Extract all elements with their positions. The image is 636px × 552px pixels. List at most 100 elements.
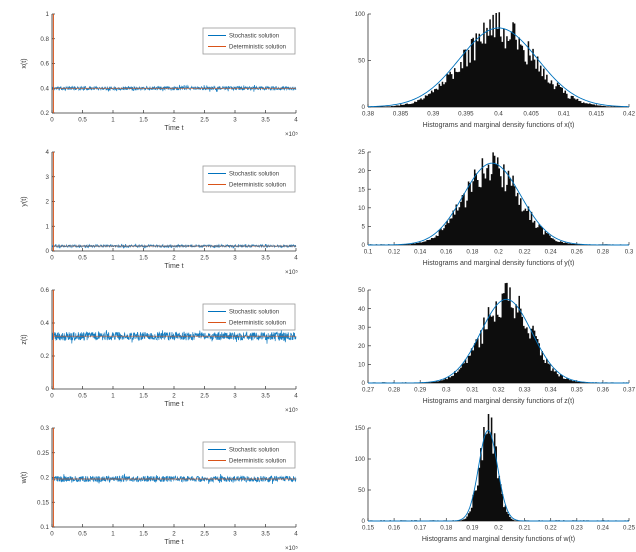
x-tick-label: 0.1 (364, 249, 373, 256)
x-axis-label: Histograms and marginal density function… (423, 122, 575, 129)
x-tick-label: 1.5 (139, 393, 148, 400)
x-histogram-plot: 0.38 0.385 0.39 0.395 0.4 0.405 0.41 0.415 0.42 0… (355, 11, 636, 129)
y-tick-label: 30 (358, 324, 365, 331)
y-tick-label: 0 (362, 104, 366, 111)
y-tick-label: 0 (362, 242, 366, 249)
x-tick-label: 2 (172, 531, 176, 538)
x-tick-label: 0.23 (571, 525, 584, 532)
y-tick-label: 2 (46, 199, 50, 206)
x-tick-label: 0.385 (393, 111, 409, 118)
x-tick-label: 0.42 (623, 111, 636, 118)
density-curve (368, 162, 629, 246)
x-tick-label: 3.5 (261, 531, 270, 538)
x-axis-exponent: ×10⁵ (285, 407, 298, 414)
x-tick-label: 3 (233, 255, 237, 262)
x-tick-label: 0.16 (440, 249, 453, 256)
x-axis-exponent: ×10⁵ (285, 131, 298, 138)
x-tick-label: 0.405 (523, 111, 539, 118)
x-tick-label: 0.5 (78, 255, 87, 262)
x-tick-label: 0.16 (388, 525, 401, 532)
y-axis-label: z(t) (21, 334, 28, 344)
x-tick-label: 0.3 (625, 249, 634, 256)
histogram-bars (368, 414, 629, 521)
x-tick-label: 1 (111, 393, 115, 400)
y-axis-label: w(t) (21, 472, 28, 485)
y-histogram-plot: 0.1 0.12 0.14 0.16 0.18 0.2 0.22 0.24 0.26 0.28 0.… (358, 149, 634, 267)
x-tick-label: 4 (294, 393, 298, 400)
y-tick-label: 50 (358, 287, 365, 294)
x-tick-label: 1 (111, 117, 115, 124)
x-tick-label: 0.26 (571, 249, 584, 256)
x-tick-label: 0.19 (466, 525, 479, 532)
panel-z-timeseries: 0 0.5 1 1.5 2 2.5 3 3.5 4 0 0.2 0.4 0.6 Time t ×10⁵ z(t… (0, 276, 318, 414)
x-tick-label: 0.14 (414, 249, 427, 256)
y-tick-label: 0.2 (40, 353, 49, 360)
x-timeseries-plot: 0 0.5 1 1.5 2 2.5 3 3.5 4 0.2 0.4 0.6 0.8 1 Time t ×10⁵… (21, 11, 298, 138)
x-tick-label: 0.3 (442, 387, 451, 394)
x-tick-label: 1 (111, 255, 115, 262)
panel-y-timeseries: 0 0.5 1 1.5 2 2.5 3 3.5 4 0 1 2 3 4 Time t ×10⁵ y(t) Stoc… (0, 138, 318, 276)
y-tick-label: 15 (358, 186, 365, 193)
x-tick-label: 0.5 (78, 117, 87, 124)
x-tick-label: 0.2 (494, 249, 503, 256)
panel-x-histogram: 0.38 0.385 0.39 0.395 0.4 0.405 0.41 0.415 0.42 0… (318, 0, 636, 138)
x-axis-exponent: ×10⁵ (285, 545, 298, 552)
y-tick-label: 0.2 (40, 475, 49, 482)
x-tick-label: 0.18 (440, 525, 453, 532)
x-tick-label: 0.15 (362, 525, 375, 532)
x-tick-label: 0.395 (458, 111, 474, 118)
y-tick-label: 0 (362, 518, 366, 525)
panel-w-histogram: 0.15 0.16 0.17 0.18 0.19 0.2 0.21 0.22 0.23 0.24 0… (318, 414, 636, 552)
y-tick-label: 0 (362, 380, 366, 387)
x-axis-label: Time t (164, 401, 183, 408)
y-tick-label: 10 (358, 362, 365, 369)
axes: 0.38 0.385 0.39 0.395 0.4 0.405 0.41 0.415 0.42 0… (355, 11, 636, 117)
y-tick-label: 0 (46, 386, 50, 393)
x-tick-label: 0.22 (519, 249, 532, 256)
x-tick-label: 0.29 (414, 387, 427, 394)
x-tick-label: 3.5 (261, 393, 270, 400)
legend-stochastic-label: Stochastic solution (229, 310, 279, 316)
legend-deterministic-label: Deterministic solution (229, 321, 286, 327)
density-curve (368, 429, 629, 522)
x-tick-label: 1.5 (139, 255, 148, 262)
x-tick-label: 0 (50, 393, 54, 400)
y-tick-label: 5 (362, 224, 366, 231)
y-tick-label: 0.4 (40, 320, 49, 327)
x-tick-label: 0.17 (414, 525, 427, 532)
x-axis-exponent: ×10⁵ (285, 269, 298, 276)
stochastic-solution-line (51, 243, 297, 249)
y-tick-label: 100 (355, 456, 366, 463)
x-tick-label: 0.21 (519, 525, 532, 532)
y-tick-label: 0.3 (40, 425, 49, 432)
x-axis-label: Time t (164, 125, 183, 132)
legend-stochastic-label: Stochastic solution (229, 34, 279, 40)
x-tick-label: 4 (294, 255, 298, 262)
y-tick-label: 1 (46, 223, 50, 230)
x-tick-label: 1.5 (139, 531, 148, 538)
x-tick-label: 0.41 (558, 111, 571, 118)
axes: 0 0.5 1 1.5 2 2.5 3 3.5 4 0 1 2 3 4 (46, 149, 299, 261)
x-tick-label: 2.5 (200, 117, 209, 124)
legend: Stochastic solution Deterministic solutio… (202, 27, 296, 55)
y-timeseries-plot: 0 0.5 1 1.5 2 2.5 3 3.5 4 0 1 2 3 4 Time t ×10⁵ y(t) Stoc… (21, 149, 299, 276)
x-tick-label: 0.31 (466, 387, 479, 394)
z-histogram-plot: 0.27 0.28 0.29 0.3 0.31 0.32 0.33 0.34 0.35 0.36 0… (358, 282, 636, 405)
density-curve (367, 27, 630, 108)
x-tick-label: 0 (50, 117, 54, 124)
x-tick-label: 0.22 (545, 525, 558, 532)
y-tick-label: 150 (355, 425, 366, 432)
legend-stochastic-label: Stochastic solution (229, 172, 279, 178)
y-tick-label: 0.4 (40, 85, 49, 92)
x-axis-label: Histograms and marginal density function… (423, 398, 575, 405)
x-tick-label: 3.5 (261, 117, 270, 124)
x-tick-label: 4 (294, 117, 298, 124)
panel-y-histogram: 0.1 0.12 0.14 0.16 0.18 0.2 0.22 0.24 0.26 0.28 0.… (318, 138, 636, 276)
y-tick-label: 0.6 (40, 61, 49, 68)
legend: Stochastic solution Deterministic solutio… (202, 441, 296, 469)
x-tick-label: 2 (172, 393, 176, 400)
x-tick-label: 0.12 (388, 249, 401, 256)
x-tick-label: 0.18 (466, 249, 479, 256)
x-tick-label: 0.25 (623, 525, 636, 532)
